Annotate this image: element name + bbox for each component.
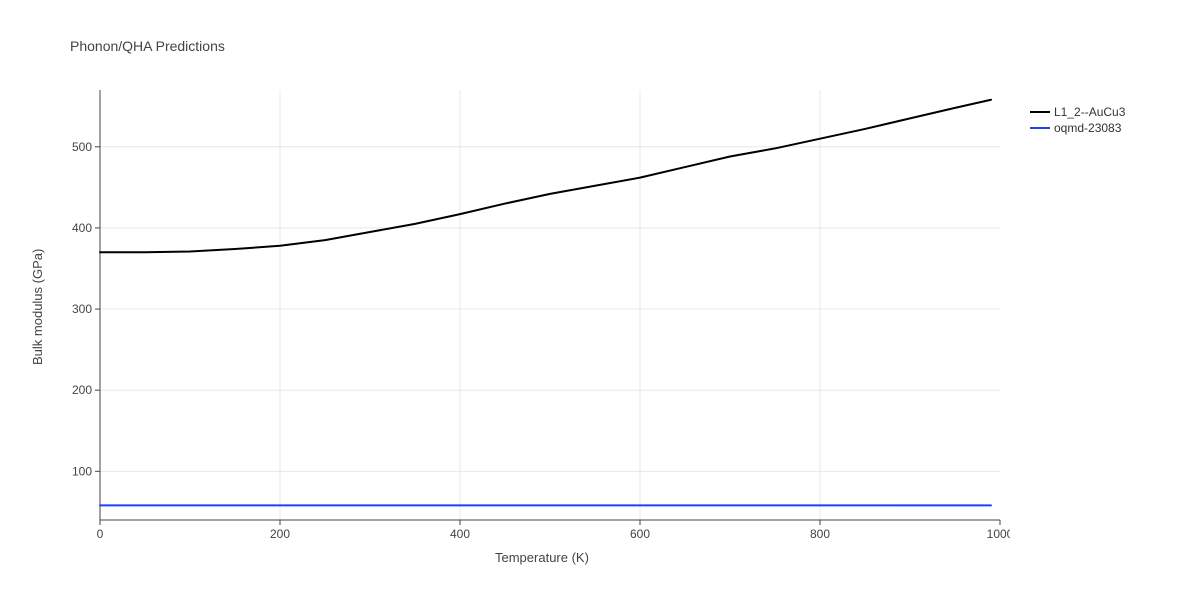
legend-label: oqmd-23083: [1054, 121, 1121, 135]
chart-title: Phonon/QHA Predictions: [70, 38, 225, 54]
x-axis-label: Temperature (K): [495, 550, 589, 565]
y-tick-label: 500: [72, 140, 92, 154]
x-tick-label: 1000: [987, 527, 1010, 541]
legend-item-1[interactable]: oqmd-23083: [1030, 121, 1125, 135]
x-tick-label: 0: [97, 527, 104, 541]
y-tick-label: 100: [72, 464, 92, 478]
x-tick-label: 600: [630, 527, 650, 541]
y-axis-label: Bulk modulus (GPa): [30, 249, 45, 365]
legend-swatch-icon: [1030, 111, 1050, 113]
legend-swatch-icon: [1030, 127, 1050, 129]
series-line-0[interactable]: [100, 100, 991, 253]
y-tick-label: 200: [72, 383, 92, 397]
y-tick-label: 300: [72, 302, 92, 316]
x-tick-label: 400: [450, 527, 470, 541]
x-tick-label: 200: [270, 527, 290, 541]
chart-svg: 0 200 400 600 800 1000 100 200 300 400 500: [50, 90, 1010, 550]
x-tick-label: 800: [810, 527, 830, 541]
chart-legend[interactable]: L1_2--AuCu3 oqmd-23083: [1030, 105, 1125, 137]
chart-plot-area[interactable]: 02004006008001000100200300400500: [100, 90, 1000, 520]
legend-label: L1_2--AuCu3: [1054, 105, 1125, 119]
y-tick-label: 400: [72, 221, 92, 235]
legend-item-0[interactable]: L1_2--AuCu3: [1030, 105, 1125, 119]
